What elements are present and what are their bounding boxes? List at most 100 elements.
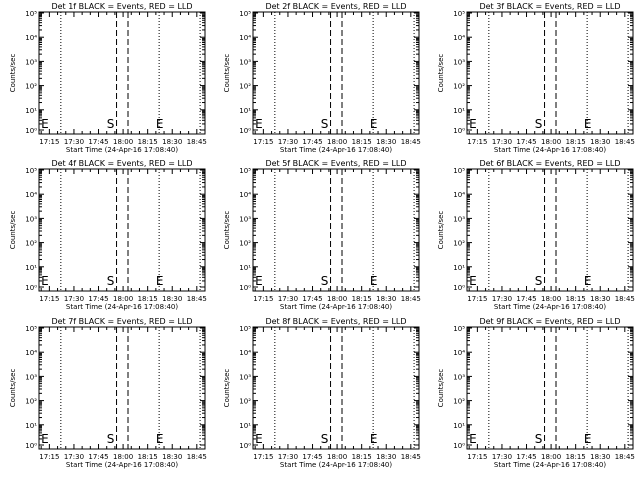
x-tick-label: 17:45 xyxy=(302,453,322,461)
x-tick-label: 18:15 xyxy=(138,138,158,146)
x-tick-label: 18:45 xyxy=(187,453,207,461)
end-marker: E xyxy=(41,274,49,288)
x-tick-label: 17:45 xyxy=(302,295,322,303)
x-tick-label: 17:15 xyxy=(467,295,487,303)
x-tick-label: 18:45 xyxy=(187,138,207,146)
y-tick-label: 10⁰ xyxy=(25,127,37,135)
x-tick-label: 18:45 xyxy=(401,453,421,461)
x-tick-label: 18:30 xyxy=(162,453,182,461)
end-marker: E xyxy=(584,432,592,446)
x-axis-label: Start Time (24-Apr-16 17:08:40) xyxy=(494,146,606,154)
y-tick-label: 10⁴ xyxy=(453,349,465,357)
chart-panel-1: Det 1f BLACK = Events, RED = LLD 10⁰ 10¹ 10… xyxy=(9,2,207,154)
x-tick-label: 18:15 xyxy=(352,295,372,303)
end-marker: E xyxy=(156,117,164,131)
x-axis-label: Start Time (24-Apr-16 17:08:40) xyxy=(280,303,392,311)
x-tick-label: 17:15 xyxy=(39,138,59,146)
chart-title: Det 2f BLACK = Events, RED = LLD xyxy=(265,2,406,11)
x-tick-label: 17:45 xyxy=(88,138,108,146)
x-tick-label: 18:00 xyxy=(541,453,561,461)
end-marker: E xyxy=(469,274,477,288)
end-marker: E xyxy=(469,117,477,131)
x-tick-label: 17:30 xyxy=(278,295,298,303)
plot-frame xyxy=(252,326,420,450)
y-tick-label: 10² xyxy=(453,398,465,406)
y-tick-label: 10³ xyxy=(453,58,465,66)
x-tick-label: 18:30 xyxy=(162,295,182,303)
x-axis-label: Start Time (24-Apr-16 17:08:40) xyxy=(66,461,178,469)
end-marker: E xyxy=(156,432,164,446)
x-tick-label: 18:30 xyxy=(590,295,610,303)
start-marker: S xyxy=(321,274,329,288)
end-marker: E xyxy=(469,432,477,446)
x-tick-label: 17:15 xyxy=(253,295,273,303)
y-axis-label: Counts/sec xyxy=(437,369,445,408)
y-tick-label: 10⁵ xyxy=(453,325,465,333)
y-tick-label: 10⁰ xyxy=(453,442,465,450)
y-tick-label: 10¹ xyxy=(25,422,37,430)
x-axis-label: Start Time (24-Apr-16 17:08:40) xyxy=(280,461,392,469)
y-tick-label: 10⁵ xyxy=(25,325,37,333)
y-tick-label: 10⁵ xyxy=(25,10,37,18)
x-tick-label: 17:15 xyxy=(253,453,273,461)
chart-title: Det 4f BLACK = Events, RED = LLD xyxy=(51,159,192,168)
x-tick-label: 18:30 xyxy=(590,138,610,146)
x-tick-label: 18:15 xyxy=(138,295,158,303)
chart-title: Det 8f BLACK = Events, RED = LLD xyxy=(265,317,406,326)
x-axis-label: Start Time (24-Apr-16 17:08:40) xyxy=(280,146,392,154)
x-tick-label: 18:15 xyxy=(352,138,372,146)
x-tick-label: 17:45 xyxy=(516,453,536,461)
plot-frame xyxy=(466,326,634,450)
x-tick-label: 18:15 xyxy=(138,453,158,461)
y-tick-label: 10¹ xyxy=(25,264,37,272)
chart-title: Det 9f BLACK = Events, RED = LLD xyxy=(479,317,620,326)
x-tick-label: 18:45 xyxy=(401,295,421,303)
y-tick-label: 10³ xyxy=(453,215,465,223)
x-tick-label: 18:00 xyxy=(113,295,133,303)
y-axis-label: Counts/sec xyxy=(223,369,231,408)
x-tick-label: 17:30 xyxy=(64,453,84,461)
end-marker: E xyxy=(41,432,49,446)
y-tick-label: 10³ xyxy=(25,373,37,381)
x-tick-label: 18:45 xyxy=(615,138,635,146)
x-tick-label: 17:30 xyxy=(492,295,512,303)
chart-panel-5: Det 5f BLACK = Events, RED = LLD 10⁰ 10¹ 10… xyxy=(223,159,421,311)
y-tick-label: 10² xyxy=(239,83,251,91)
x-tick-label: 18:15 xyxy=(566,295,586,303)
x-tick-label: 17:45 xyxy=(88,453,108,461)
y-tick-label: 10⁴ xyxy=(453,34,465,42)
end-marker: E xyxy=(370,432,378,446)
chart-panel-8: Det 8f BLACK = Events, RED = LLD 10⁰ 10¹ 10… xyxy=(223,317,421,469)
chart-panel-3: Det 3f BLACK = Events, RED = LLD 10⁰ 10¹ 10… xyxy=(437,2,635,154)
x-axis-label: Start Time (24-Apr-16 17:08:40) xyxy=(494,461,606,469)
x-tick-label: 17:45 xyxy=(302,138,322,146)
y-axis-label: Counts/sec xyxy=(437,211,445,250)
x-tick-label: 17:15 xyxy=(253,138,273,146)
x-tick-label: 17:30 xyxy=(64,138,84,146)
x-tick-label: 18:30 xyxy=(376,453,396,461)
start-marker: S xyxy=(107,274,115,288)
start-marker: S xyxy=(321,117,329,131)
y-tick-label: 10⁴ xyxy=(453,191,465,199)
y-tick-label: 10⁰ xyxy=(453,127,465,135)
y-tick-label: 10² xyxy=(453,240,465,248)
y-tick-label: 10² xyxy=(25,83,37,91)
y-tick-label: 10⁵ xyxy=(453,10,465,18)
x-tick-label: 18:00 xyxy=(113,138,133,146)
chart-title: Det 6f BLACK = Events, RED = LLD xyxy=(479,159,620,168)
y-tick-label: 10⁴ xyxy=(25,349,37,357)
plot-frame xyxy=(38,168,206,292)
y-tick-label: 10² xyxy=(25,240,37,248)
y-tick-label: 10³ xyxy=(239,58,251,66)
y-tick-label: 10⁵ xyxy=(25,167,37,175)
chart-panel-9: Det 9f BLACK = Events, RED = LLD 10⁰ 10¹ 10… xyxy=(437,317,635,469)
chart-title: Det 1f BLACK = Events, RED = LLD xyxy=(51,2,192,11)
y-tick-label: 10³ xyxy=(453,373,465,381)
y-tick-label: 10⁰ xyxy=(239,284,251,292)
start-marker: S xyxy=(107,432,115,446)
x-tick-label: 17:15 xyxy=(467,138,487,146)
x-tick-label: 18:00 xyxy=(541,295,561,303)
y-tick-label: 10⁰ xyxy=(25,442,37,450)
x-axis-label: Start Time (24-Apr-16 17:08:40) xyxy=(66,146,178,154)
